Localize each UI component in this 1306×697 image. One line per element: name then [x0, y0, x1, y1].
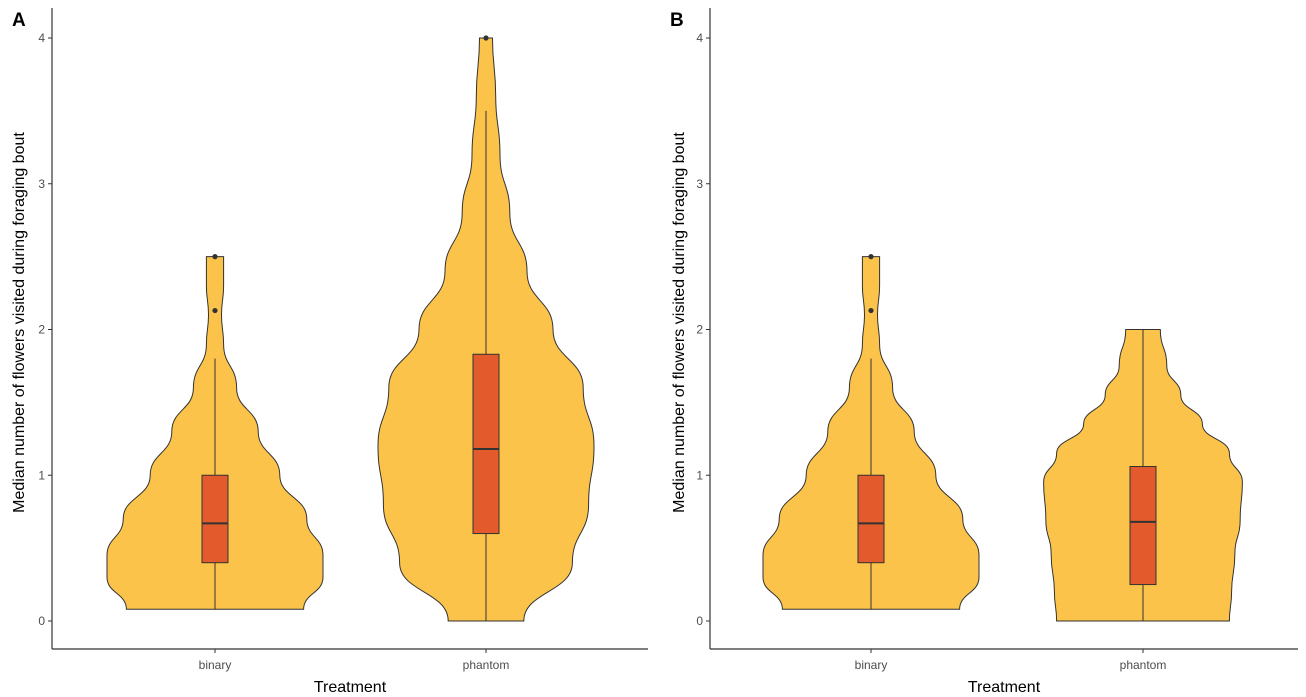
outlier-point-binary-1	[212, 254, 218, 260]
panel-b: 0 1 2 3 4 binary phantom Treatment Median number…	[670, 8, 1298, 696]
panel-letter: A	[12, 10, 26, 31]
x-tick-label-phantom: phantom	[1120, 658, 1167, 672]
box-phantom	[1129, 466, 1157, 586]
outlier-point-binary-0	[868, 307, 874, 314]
y-axis-title: Median number of flowers visited during …	[671, 132, 688, 513]
y-axis-title: Median number of flowers visited during …	[11, 132, 28, 513]
outlier-point-binary-0	[212, 307, 218, 314]
x-axis-title: Treatment	[314, 679, 387, 696]
y-tick-label: 3	[38, 177, 45, 191]
box-binary	[857, 474, 885, 564]
outlier-point-phantom-0	[483, 35, 489, 41]
panel-letter: B	[670, 10, 684, 31]
y-tick-label: 4	[38, 31, 45, 45]
y-tick-label: 0	[696, 614, 703, 628]
box-phantom	[472, 353, 500, 535]
y-tick-label: 1	[696, 468, 703, 482]
x-tick-label-binary: binary	[855, 658, 888, 672]
y-tick-label: 3	[696, 177, 703, 191]
x-tick-label-binary: binary	[199, 658, 232, 672]
box-binary	[201, 474, 229, 564]
x-axis-title: Treatment	[968, 679, 1041, 696]
y-tick-label: 0	[38, 614, 45, 628]
y-tick-label: 2	[696, 323, 703, 337]
y-tick-label: 4	[696, 31, 703, 45]
x-tick-label-phantom: phantom	[463, 658, 510, 672]
y-tick-label: 1	[38, 468, 45, 482]
y-tick-label: 2	[38, 323, 45, 337]
panel-a: 0 1 2 3 4 binary phantom Treatment Median number…	[11, 8, 648, 696]
outlier-point-binary-1	[868, 254, 874, 260]
